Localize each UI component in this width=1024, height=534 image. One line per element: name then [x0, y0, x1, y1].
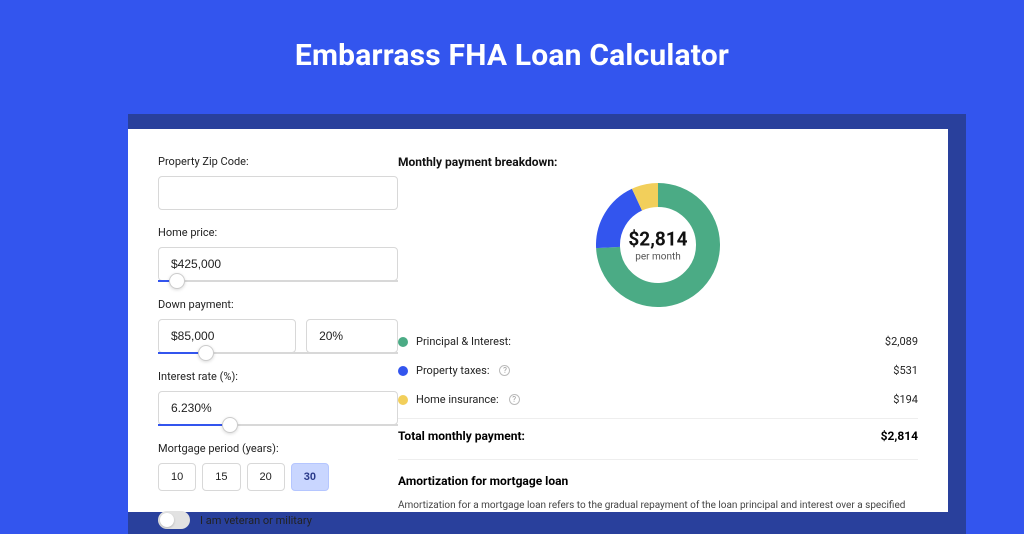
legend-value: $531 — [893, 364, 918, 377]
slider-thumb[interactable] — [198, 345, 214, 361]
toggle-knob — [160, 513, 174, 527]
interest-label: Interest rate (%): — [158, 370, 398, 383]
amortization-title: Amortization for mortgage loan — [398, 474, 918, 488]
down-payment-input[interactable] — [158, 319, 296, 353]
interest-slider[interactable] — [158, 424, 398, 426]
legend-dot — [398, 366, 408, 376]
donut-chart: $2,814 per month — [398, 183, 918, 307]
period-option-15[interactable]: 15 — [202, 463, 240, 491]
page-title: Embarrass FHA Loan Calculator — [0, 0, 1024, 97]
down-payment-slider[interactable] — [158, 352, 398, 354]
down-payment-label: Down payment: — [158, 298, 398, 311]
legend-value: $2,089 — [885, 335, 918, 348]
info-icon[interactable]: ? — [509, 394, 520, 405]
down-payment-pct-input[interactable] — [306, 319, 398, 353]
donut-value: $2,814 — [628, 228, 687, 251]
donut-sub: per month — [628, 252, 687, 263]
zip-group: Property Zip Code: — [158, 155, 398, 210]
legend-label: Home insurance: — [416, 393, 499, 406]
home-price-input[interactable] — [158, 247, 398, 281]
legend: Principal & Interest: $2,089 Property taxe… — [398, 327, 918, 414]
total-label: Total monthly payment: — [398, 429, 525, 443]
legend-row: Principal & Interest: $2,089 — [398, 327, 918, 356]
period-label: Mortgage period (years): — [158, 442, 398, 455]
legend-label: Principal & Interest: — [416, 335, 511, 348]
legend-label: Property taxes: — [416, 364, 489, 377]
home-price-label: Home price: — [158, 226, 398, 239]
zip-input[interactable] — [158, 176, 398, 210]
period-option-30[interactable]: 30 — [291, 463, 329, 491]
legend-value: $194 — [893, 393, 918, 406]
zip-label: Property Zip Code: — [158, 155, 398, 168]
breakdown-column: Monthly payment breakdown: $2,814 per mo… — [398, 155, 948, 512]
period-option-20[interactable]: 20 — [247, 463, 285, 491]
amortization-section: Amortization for mortgage loan Amortizat… — [398, 459, 918, 513]
slider-thumb[interactable] — [169, 273, 185, 289]
info-icon[interactable]: ? — [499, 365, 510, 376]
interest-group: Interest rate (%): — [158, 370, 398, 426]
legend-row: Home insurance:? $194 — [398, 385, 918, 414]
veteran-row: I am veteran or military — [158, 511, 398, 529]
breakdown-title: Monthly payment breakdown: — [398, 155, 918, 169]
veteran-toggle[interactable] — [158, 511, 190, 529]
period-option-10[interactable]: 10 — [158, 463, 196, 491]
total-value: $2,814 — [881, 429, 918, 443]
donut-center: $2,814 per month — [628, 228, 687, 263]
legend-row: Property taxes:? $531 — [398, 356, 918, 385]
veteran-label: I am veteran or military — [200, 514, 312, 527]
interest-input[interactable] — [158, 391, 398, 425]
calculator-card: Property Zip Code: Home price: Down paym… — [128, 129, 948, 512]
legend-dot — [398, 337, 408, 347]
legend-dot — [398, 395, 408, 405]
home-price-slider[interactable] — [158, 280, 398, 282]
form-column: Property Zip Code: Home price: Down paym… — [128, 155, 398, 512]
period-group: Mortgage period (years): 10152030 — [158, 442, 398, 491]
home-price-group: Home price: — [158, 226, 398, 282]
total-row: Total monthly payment: $2,814 — [398, 418, 918, 459]
down-payment-group: Down payment: — [158, 298, 398, 354]
amortization-text: Amortization for a mortgage loan refers … — [398, 498, 918, 513]
slider-thumb[interactable] — [222, 417, 238, 433]
